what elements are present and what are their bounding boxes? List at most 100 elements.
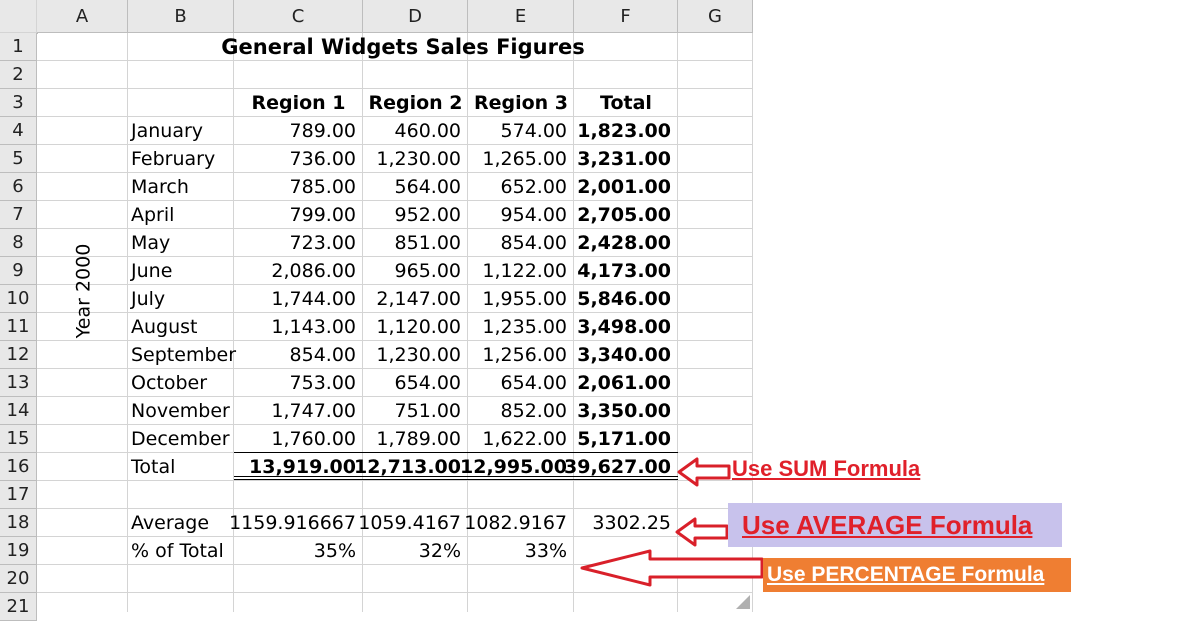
row-header-1[interactable]: 1 — [0, 33, 37, 61]
grand-total-cell[interactable]: 39,627.00 — [564, 456, 671, 478]
total-label-cell[interactable]: Total — [131, 456, 176, 478]
year-label-cell[interactable]: Year 2000 — [43, 221, 123, 361]
sheet-title[interactable]: General Widgets Sales Figures — [221, 35, 585, 59]
row-header-7[interactable]: 7 — [0, 201, 37, 229]
region3-cell[interactable]: 1,256.00 — [482, 344, 567, 366]
row-header-4[interactable]: 4 — [0, 117, 37, 145]
month-cell[interactable]: February — [131, 148, 216, 170]
total-cell[interactable]: 4,173.00 — [577, 260, 671, 282]
region1-cell[interactable]: 799.00 — [289, 204, 356, 226]
region2-cell[interactable]: 965.00 — [394, 260, 461, 282]
region1-cell[interactable]: 753.00 — [289, 372, 356, 394]
column-header-d[interactable]: D — [363, 0, 468, 33]
header-cell[interactable]: Region 2 — [368, 92, 463, 114]
average-label-cell[interactable]: Average — [131, 512, 210, 534]
row-header-20[interactable]: 20 — [0, 565, 37, 593]
row-header-11[interactable]: 11 — [0, 313, 37, 341]
total-cell[interactable]: 5,846.00 — [577, 288, 671, 310]
average-region2-cell[interactable]: 1059.4167 — [358, 512, 461, 534]
region3-cell[interactable]: 1,235.00 — [482, 316, 567, 338]
percent-label-cell[interactable]: % of Total — [131, 540, 224, 562]
region1-cell[interactable]: 736.00 — [289, 148, 356, 170]
average-region3-cell[interactable]: 1082.9167 — [464, 512, 567, 534]
average-region1-cell[interactable]: 1159.916667 — [229, 512, 356, 534]
region3-cell[interactable]: 574.00 — [500, 120, 567, 142]
region3-cell[interactable]: 652.00 — [500, 176, 567, 198]
total-cell[interactable]: 2,061.00 — [577, 372, 671, 394]
region2-cell[interactable]: 1,230.00 — [376, 148, 461, 170]
total-cell[interactable]: 3,350.00 — [577, 400, 671, 422]
row-header-21[interactable]: 21 — [0, 593, 37, 621]
month-cell[interactable]: July — [131, 288, 166, 310]
header-cell[interactable]: Total — [600, 92, 652, 114]
region3-cell[interactable]: 852.00 — [500, 400, 567, 422]
column-header-e[interactable]: E — [468, 0, 574, 33]
region3-cell[interactable]: 1,955.00 — [482, 288, 567, 310]
row-header-17[interactable]: 17 — [0, 481, 37, 509]
total-cell[interactable]: 2,428.00 — [577, 232, 671, 254]
total-region1-cell[interactable]: 13,919.00 — [249, 456, 356, 478]
total-cell[interactable]: 5,171.00 — [577, 428, 671, 450]
region1-cell[interactable]: 1,744.00 — [271, 288, 356, 310]
row-header-6[interactable]: 6 — [0, 173, 37, 201]
row-header-9[interactable]: 9 — [0, 257, 37, 285]
region3-cell[interactable]: 654.00 — [500, 372, 567, 394]
select-all-corner[interactable] — [0, 0, 750, 609]
region3-cell[interactable]: 1,122.00 — [482, 260, 567, 282]
percent-region2-cell[interactable]: 32% — [418, 540, 461, 562]
region2-cell[interactable]: 460.00 — [394, 120, 461, 142]
row-header-16[interactable]: 16 — [0, 453, 37, 481]
month-cell[interactable]: January — [131, 120, 204, 142]
region2-cell[interactable]: 1,789.00 — [376, 428, 461, 450]
total-cell[interactable]: 3,231.00 — [577, 148, 671, 170]
region1-cell[interactable]: 1,143.00 — [271, 316, 356, 338]
column-header-g[interactable]: G — [678, 0, 753, 33]
region3-cell[interactable]: 1,622.00 — [482, 428, 567, 450]
region1-cell[interactable]: 789.00 — [289, 120, 356, 142]
region1-cell[interactable]: 2,086.00 — [271, 260, 356, 282]
month-cell[interactable]: September — [131, 344, 237, 366]
header-cell[interactable]: Region 1 — [251, 92, 346, 114]
total-cell[interactable]: 2,705.00 — [577, 204, 671, 226]
region2-cell[interactable]: 564.00 — [394, 176, 461, 198]
month-cell[interactable]: December — [131, 428, 230, 450]
region1-cell[interactable]: 785.00 — [289, 176, 356, 198]
percent-region3-cell[interactable]: 33% — [524, 540, 567, 562]
row-header-18[interactable]: 18 — [0, 509, 37, 537]
total-cell[interactable]: 1,823.00 — [577, 120, 671, 142]
total-cell[interactable]: 2,001.00 — [577, 176, 671, 198]
month-cell[interactable]: May — [131, 232, 171, 254]
total-cell[interactable]: 3,498.00 — [577, 316, 671, 338]
region2-cell[interactable]: 952.00 — [394, 204, 461, 226]
row-header-10[interactable]: 10 — [0, 285, 37, 313]
region3-cell[interactable]: 954.00 — [500, 204, 567, 226]
total-cell[interactable]: 3,340.00 — [577, 344, 671, 366]
month-cell[interactable]: October — [131, 372, 208, 394]
region2-cell[interactable]: 654.00 — [394, 372, 461, 394]
row-header-13[interactable]: 13 — [0, 369, 37, 397]
row-header-15[interactable]: 15 — [0, 425, 37, 453]
region1-cell[interactable]: 1,747.00 — [271, 400, 356, 422]
row-header-5[interactable]: 5 — [0, 145, 37, 173]
region2-cell[interactable]: 1,120.00 — [376, 316, 461, 338]
row-header-19[interactable]: 19 — [0, 537, 37, 565]
total-region3-cell[interactable]: 12,995.00 — [460, 456, 567, 478]
month-cell[interactable]: April — [131, 204, 175, 226]
region2-cell[interactable]: 2,147.00 — [376, 288, 461, 310]
total-region2-cell[interactable]: 12,713.00 — [354, 456, 461, 478]
average-total-cell[interactable]: 3302.25 — [592, 512, 671, 534]
region1-cell[interactable]: 854.00 — [289, 344, 356, 366]
region2-cell[interactable]: 1,230.00 — [376, 344, 461, 366]
row-header-12[interactable]: 12 — [0, 341, 37, 369]
column-header-c[interactable]: C — [234, 0, 363, 33]
column-header-f[interactable]: F — [574, 0, 678, 33]
column-header-b[interactable]: B — [128, 0, 234, 33]
region1-cell[interactable]: 723.00 — [289, 232, 356, 254]
region2-cell[interactable]: 851.00 — [394, 232, 461, 254]
row-header-3[interactable]: 3 — [0, 89, 37, 117]
region3-cell[interactable]: 854.00 — [500, 232, 567, 254]
row-header-2[interactable]: 2 — [0, 61, 37, 89]
percent-region1-cell[interactable]: 35% — [313, 540, 356, 562]
region2-cell[interactable]: 751.00 — [394, 400, 461, 422]
region1-cell[interactable]: 1,760.00 — [271, 428, 356, 450]
